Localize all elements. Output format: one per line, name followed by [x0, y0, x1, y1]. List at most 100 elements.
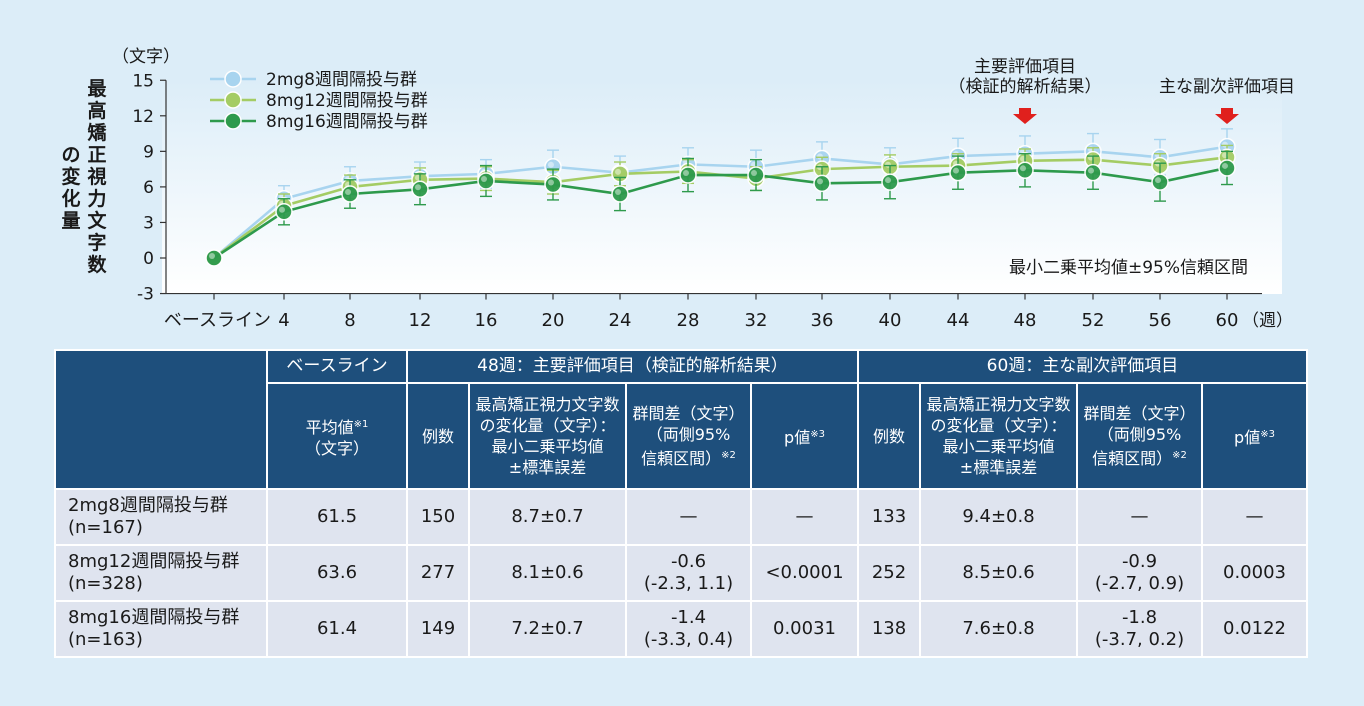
data-point-highlight — [817, 178, 823, 185]
x-tick-label: 60 — [1216, 310, 1239, 331]
x-unit-label: （週） — [1242, 311, 1293, 331]
arrow-icon — [1013, 108, 1037, 124]
x-tick-label: 28 — [677, 310, 700, 331]
mean-cell: 61.4 — [266, 600, 408, 658]
data-point-highlight — [1155, 177, 1161, 184]
x-tick-label: 24 — [609, 310, 632, 331]
y-tick-label: 3 — [143, 213, 154, 233]
n60-cell: 133 — [857, 488, 921, 546]
data-point — [1016, 161, 1034, 180]
data-point — [411, 180, 429, 199]
y-tick-label: 0 — [143, 249, 154, 269]
x-tick-label: 44 — [947, 310, 970, 331]
x-tick-label: 40 — [879, 310, 902, 331]
data-point — [949, 163, 967, 182]
data-point — [1218, 159, 1236, 177]
n48-cell: 277 — [406, 544, 470, 602]
y-tick-label: 9 — [143, 142, 154, 162]
subheader-diff-60: 群間差（文字） （両側95% 信頼区間）※2 — [1076, 382, 1203, 490]
legend-label: 2mg8週間隔投与群 — [266, 70, 417, 90]
n60-cell: 252 — [857, 544, 921, 602]
results-table: ベースライン 48週：主要評価項目（検証的解析結果） 60週：主な副次評価項目 … — [54, 349, 1308, 658]
data-point-highlight — [548, 179, 554, 186]
change48-cell: 8.7±0.7 — [468, 488, 627, 546]
n48-cell: 149 — [406, 600, 470, 658]
data-point — [881, 173, 899, 191]
data-point-highlight — [209, 253, 215, 259]
data-point — [205, 249, 223, 267]
x-tick-label: 4 — [278, 310, 289, 331]
annotation-label: 主な副次評価項目 — [1159, 77, 1295, 97]
chart-note: 最小二乗平均値±95%信頼区間 — [1009, 258, 1248, 278]
x-tick-label: 36 — [811, 310, 834, 331]
n48-cell: 150 — [406, 488, 470, 546]
y-tick-label: -3 — [137, 285, 154, 305]
data-point — [747, 166, 765, 184]
legend-marker — [224, 91, 242, 109]
x-tick-label: 8 — [344, 310, 355, 331]
data-point-highlight — [481, 175, 487, 182]
p60-cell: — — [1201, 488, 1308, 546]
p48-cell: <0.0001 — [750, 544, 859, 602]
arrow-icon — [1215, 108, 1239, 124]
diff48-cell: — — [625, 488, 752, 546]
subheader-mean: 平均値※1 （文字） — [266, 382, 408, 490]
subheader-n-60: 例数 — [857, 382, 921, 490]
data-point-highlight — [885, 177, 891, 184]
mean-cell: 61.5 — [266, 488, 408, 546]
data-point — [477, 172, 495, 190]
data-point-highlight — [1088, 167, 1094, 174]
header-week48: 48週：主要評価項目（検証的解析結果） — [406, 349, 859, 384]
n60-cell: 138 — [857, 600, 921, 658]
change48-cell: 7.2±0.7 — [468, 600, 627, 658]
legend-marker — [224, 112, 242, 130]
legend-marker — [224, 70, 242, 88]
annotation-label: 主要評価項目 — [974, 57, 1076, 77]
x-tick-label: 32 — [745, 310, 768, 331]
data-point — [611, 185, 629, 203]
diff48-cell: -1.4 (-3.3, 0.4) — [625, 600, 752, 658]
x-tick-label: ベースライン — [164, 310, 271, 331]
data-point-highlight — [279, 206, 285, 213]
data-point-highlight — [1020, 165, 1026, 172]
diff60-cell: — — [1076, 488, 1203, 546]
series-line — [213, 145, 1228, 259]
group-cell: 8mg12週間隔投与群 (n=328) — [54, 544, 268, 602]
legend-label: 8mg12週間隔投与群 — [266, 91, 428, 111]
data-point — [544, 175, 562, 194]
data-point-highlight — [615, 168, 621, 175]
diff60-cell: -0.9 (-2.7, 0.9) — [1076, 544, 1203, 602]
y-unit-label: （文字） — [112, 47, 180, 67]
x-tick-label: 20 — [542, 310, 565, 331]
group-cell: 2mg8週間隔投与群 (n=167) — [54, 488, 268, 546]
data-point — [341, 185, 359, 203]
change60-cell: 8.5±0.6 — [919, 544, 1078, 602]
diff48-cell: -0.6 (-2.3, 1.1) — [625, 544, 752, 602]
table-row: 2mg8週間隔投与群 (n=167) 61.5 150 8.7±0.7 — — 1… — [54, 488, 1308, 546]
y-tick-label: 12 — [132, 107, 154, 127]
data-point — [813, 174, 831, 193]
x-tick-label: 48 — [1014, 310, 1037, 331]
header-week60: 60週：主な副次評価項目 — [857, 349, 1308, 384]
series-3 — [205, 150, 1236, 267]
x-tick-label: 16 — [475, 310, 498, 331]
subheader-change-48: 最高矯正視力文字数 の変化量（文字）： 最小二乗平均値 ±標準誤差 — [468, 382, 627, 490]
data-point-highlight — [415, 184, 421, 191]
header-baseline: ベースライン — [266, 349, 408, 384]
table-row: 8mg16週間隔投与群 (n=163) 61.4 149 7.2±0.7 -1.4… — [54, 600, 1308, 658]
subheader-p-60: p値※3 — [1201, 382, 1308, 490]
change48-cell: 8.1±0.6 — [468, 544, 627, 602]
p60-cell: 0.0003 — [1201, 544, 1308, 602]
legend-label: 8mg16週間隔投与群 — [266, 112, 428, 132]
data-point-highlight — [1222, 162, 1228, 169]
x-tick-label: 12 — [409, 310, 432, 331]
p48-cell: 0.0031 — [750, 600, 859, 658]
data-point-highlight — [953, 167, 959, 174]
subheader-change-60: 最高矯正視力文字数 の変化量（文字）： 最小二乗平均値 ±標準誤差 — [919, 382, 1078, 490]
corner-cell — [54, 349, 268, 490]
data-point-highlight — [751, 170, 757, 177]
group-cell: 8mg16週間隔投与群 (n=163) — [54, 600, 268, 658]
change60-cell: 7.6±0.8 — [919, 600, 1078, 658]
data-point-highlight — [615, 189, 621, 196]
